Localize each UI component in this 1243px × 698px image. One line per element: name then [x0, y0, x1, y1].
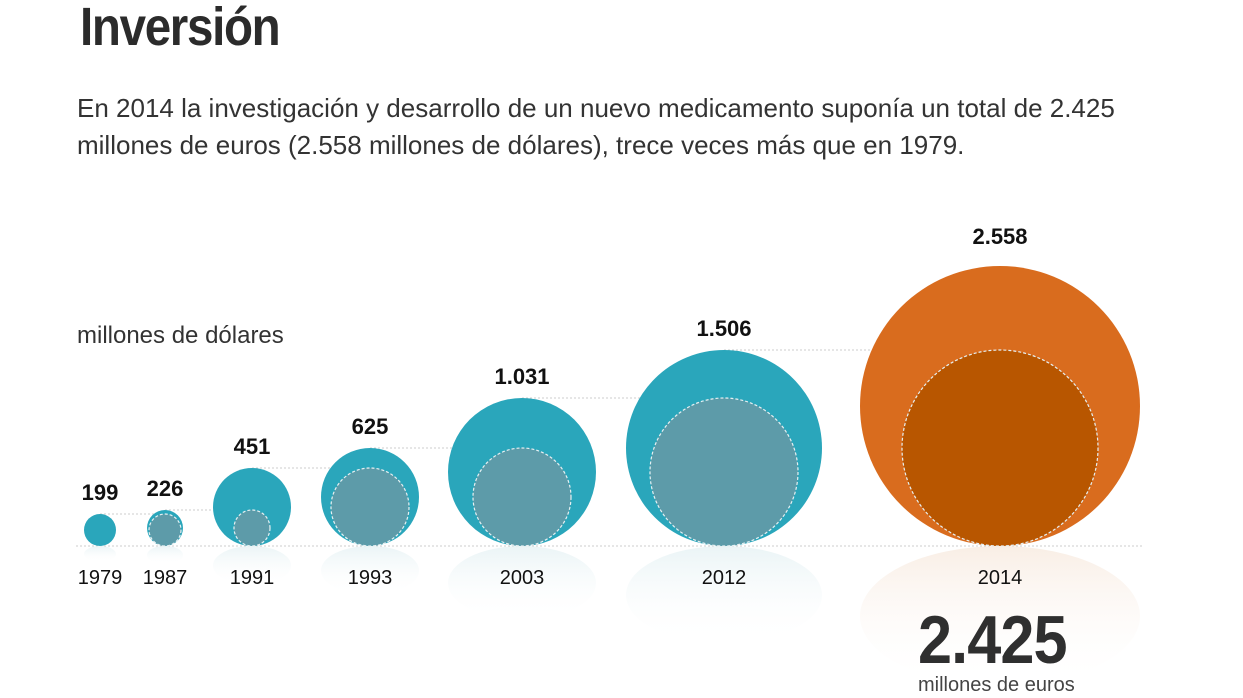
- bubble-reflection: [626, 546, 822, 644]
- page-title: Inversión: [80, 0, 281, 57]
- previous-bubble-1987: [148, 513, 182, 547]
- bubble-reflection: [147, 546, 183, 564]
- year-label-2014: 2014: [978, 567, 1023, 589]
- highlight-value: 2.425: [918, 602, 1068, 678]
- value-label-2012: 1.506: [696, 316, 751, 341]
- previous-bubble-1993: [330, 467, 410, 547]
- previous-bubble-2003: [472, 447, 572, 547]
- bubble-reflection: [213, 546, 291, 585]
- year-label-2003: 2003: [500, 567, 545, 589]
- value-label-1987: 226: [147, 476, 184, 501]
- bubble-1991: [213, 468, 291, 546]
- value-label-2003: 1.031: [494, 364, 549, 389]
- previous-bubble-2014: [901, 349, 1099, 547]
- year-label-2012: 2012: [702, 567, 747, 589]
- bubble-reflection: [860, 546, 1140, 686]
- year-label-1979: 1979: [78, 567, 123, 589]
- value-label-1993: 625: [352, 414, 389, 439]
- previous-bubble-1991: [233, 509, 271, 547]
- value-label-1979: 199: [82, 480, 119, 505]
- previous-bubble-2012: [649, 397, 799, 547]
- bubble-reflection: [321, 546, 419, 595]
- bubble-reflection: [448, 546, 596, 620]
- bubble-reflection: [84, 546, 116, 562]
- unit-label: millones de dólares: [77, 322, 284, 349]
- value-label-2014: 2.558: [972, 224, 1027, 249]
- subtitle: En 2014 la investigación y desarrollo de…: [77, 93, 1115, 160]
- year-label-1991: 1991: [230, 567, 275, 589]
- year-label-1987: 1987: [143, 567, 188, 589]
- highlight-unit: millones de euros: [918, 674, 1075, 696]
- year-label-1993: 1993: [348, 567, 393, 589]
- bubble-1979: [84, 514, 116, 546]
- value-label-1991: 451: [234, 434, 271, 459]
